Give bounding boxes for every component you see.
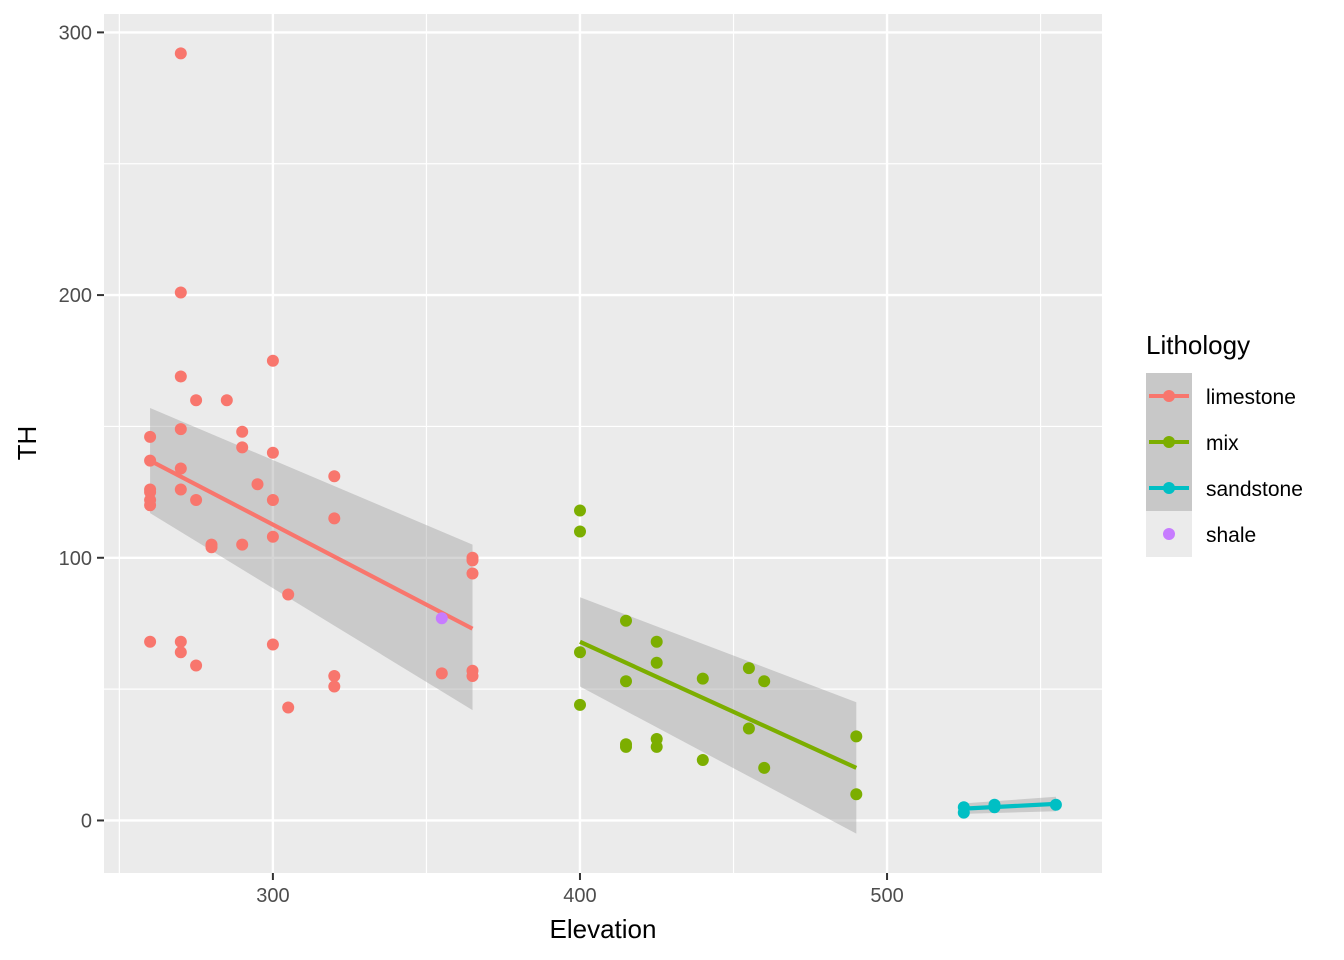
point-sandstone — [957, 806, 970, 819]
point-limestone — [174, 370, 187, 383]
point-limestone — [144, 635, 157, 648]
plot-panel — [104, 14, 1102, 873]
point-limestone — [174, 286, 187, 299]
legend-title: Lithology — [1146, 330, 1250, 360]
legend-key-point — [1163, 390, 1175, 402]
legend-label: limestone — [1206, 386, 1296, 409]
point-limestone — [328, 470, 341, 483]
point-limestone — [190, 659, 203, 672]
point-mix — [758, 675, 771, 688]
point-limestone — [174, 646, 187, 659]
point-limestone — [236, 425, 249, 438]
point-limestone — [174, 462, 187, 475]
point-mix — [574, 504, 586, 517]
y-tick-label: 200 — [59, 285, 92, 307]
point-mix — [696, 672, 709, 685]
point-limestone — [282, 588, 295, 601]
point-mix — [650, 635, 663, 648]
point-limestone — [266, 446, 279, 459]
ci-ribbon-limestone — [150, 408, 473, 711]
point-limestone — [190, 494, 203, 506]
x-tick-label: 300 — [256, 885, 289, 907]
point-sandstone — [1049, 798, 1062, 811]
point-mix — [758, 761, 771, 774]
fit-line-limestone — [149, 458, 474, 631]
y-tick-label: 100 — [59, 548, 92, 570]
point-shale — [435, 612, 448, 625]
point-limestone — [266, 354, 279, 367]
point-mix — [574, 698, 586, 711]
legend-label: mix — [1206, 432, 1239, 455]
ci-ribbon-mix — [580, 597, 857, 834]
point-limestone — [266, 494, 279, 506]
point-limestone — [205, 541, 218, 554]
point-limestone — [144, 499, 157, 512]
y-axis-title: TH — [12, 426, 42, 461]
point-limestone — [328, 680, 341, 693]
legend-item-mix: mix — [1146, 419, 1239, 465]
point-mix — [850, 730, 863, 743]
point-limestone — [466, 670, 479, 682]
point-mix — [620, 614, 632, 627]
point-limestone — [174, 483, 187, 496]
point-mix — [742, 662, 755, 675]
x-axis-title: Elevation — [550, 914, 657, 944]
fit-lines — [149, 458, 1057, 811]
point-mix — [650, 656, 663, 669]
y-tick-label: 300 — [59, 22, 92, 44]
y-tick-label: 0 — [81, 810, 92, 832]
point-mix — [574, 646, 586, 659]
point-mix — [850, 788, 863, 801]
point-sandstone — [988, 801, 1001, 814]
point-limestone — [282, 701, 295, 714]
point-limestone — [174, 635, 187, 648]
point-mix — [574, 525, 586, 538]
legend: Lithology limestone mix sandstone shale — [1146, 330, 1303, 557]
legend-label: sandstone — [1206, 478, 1303, 501]
point-mix — [742, 722, 755, 735]
point-mix — [620, 675, 632, 688]
point-limestone — [190, 394, 203, 407]
point-limestone — [251, 478, 264, 491]
point-limestone — [174, 423, 187, 436]
point-limestone — [466, 554, 479, 567]
point-limestone — [174, 47, 187, 60]
data-points — [144, 47, 1062, 819]
x-tick-label: 400 — [563, 885, 596, 907]
legend-key-point — [1163, 436, 1175, 448]
legend-item-sandstone: sandstone — [1146, 465, 1303, 511]
legend-key-point — [1163, 528, 1175, 540]
point-mix — [620, 740, 632, 753]
point-limestone — [466, 567, 479, 580]
point-mix — [650, 740, 663, 753]
legend-label: shale — [1206, 524, 1256, 547]
legend-item-shale: shale — [1146, 511, 1256, 557]
point-limestone — [236, 538, 249, 551]
point-limestone — [144, 430, 157, 443]
x-axis: 300 400 500 — [256, 873, 904, 907]
fit-line-sandstone — [963, 801, 1057, 811]
point-limestone — [328, 670, 341, 682]
point-limestone — [435, 667, 448, 680]
y-axis: 0 100 200 300 — [59, 22, 104, 832]
x-tick-label: 500 — [870, 885, 903, 907]
point-limestone — [328, 512, 341, 525]
fit-line-mix — [579, 639, 858, 770]
point-limestone — [266, 530, 279, 543]
point-mix — [696, 754, 709, 766]
legend-key-point — [1163, 482, 1175, 494]
legend-item-limestone: limestone — [1146, 373, 1296, 419]
point-limestone — [220, 394, 233, 407]
grid-minor — [104, 14, 1102, 873]
grid-major — [104, 14, 1102, 873]
point-limestone — [266, 638, 279, 651]
point-limestone — [144, 454, 157, 467]
point-limestone — [236, 441, 249, 454]
